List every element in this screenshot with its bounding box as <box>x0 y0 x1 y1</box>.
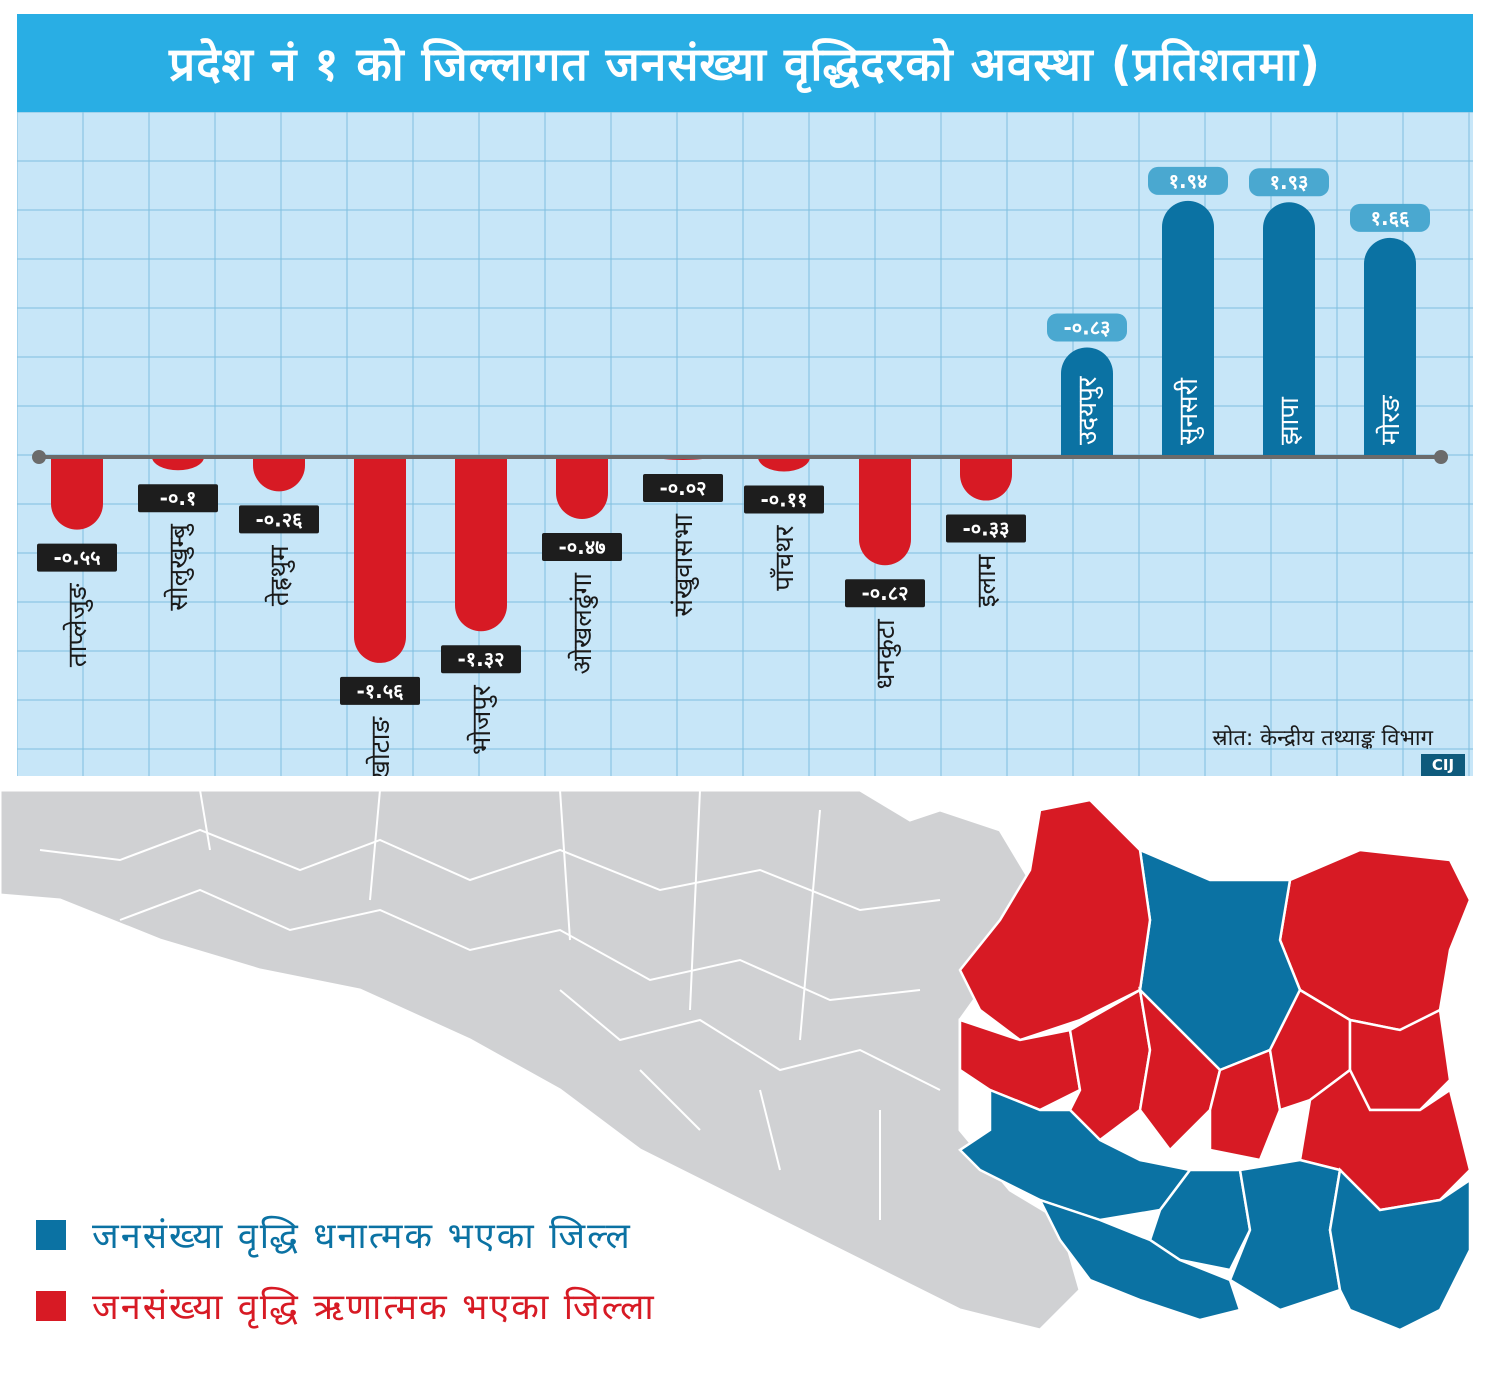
legend: जनसंख्या वृद्धि धनात्मक भएका जिल्ल जनसंख… <box>36 1210 656 1352</box>
value-label-bg <box>1047 313 1127 342</box>
value-label-bg <box>643 474 723 502</box>
district-siraha-side <box>1037 1197 1242 1322</box>
district-okhaldhunga <box>958 1018 1082 1112</box>
value-label-bg <box>1249 168 1329 197</box>
category-label: सुनसरी <box>1173 377 1204 445</box>
value-label: १.९४ <box>1169 169 1208 193</box>
value-label: -०.३३ <box>962 517 1009 541</box>
value-label: -०.४७ <box>558 535 605 559</box>
category-label: धनकुटा <box>871 618 901 689</box>
value-label-bg <box>340 676 420 705</box>
title-bar: प्रदेश नं १ को जिल्लागत जनसंख्या वृद्धिद… <box>17 14 1473 112</box>
category-label: मोरङ <box>1375 394 1406 445</box>
legend-swatch-negative <box>36 1290 66 1321</box>
bar-chart: -०.५५ ताप्लेजुङ -०.१ सोलुखुम्बु -०.२६ तेह्रथु… <box>17 112 1473 776</box>
legend-item-positive: जनसंख्या वृद्धि धनात्मक भएका जिल्ल <box>36 1210 656 1259</box>
value-label: १.६६ <box>1371 206 1410 230</box>
category-label: इलाम <box>972 554 1002 607</box>
bar <box>1263 202 1315 457</box>
value-label-bg <box>441 645 521 674</box>
district-solukhumbu <box>958 798 1152 1042</box>
category-label: ताप्लेजुङ <box>62 582 93 667</box>
value-label: १.९३ <box>1270 170 1309 194</box>
value-label-bg <box>239 505 319 534</box>
value-label: -१.३२ <box>457 647 504 671</box>
source-note: स्रोत: केन्द्रीय तथ्याङ्क विभाग <box>1212 726 1433 751</box>
category-label: तेह्रथुम <box>264 545 295 606</box>
category-label: झापा <box>1275 396 1305 445</box>
category-label: ओखलढुंगा <box>567 572 598 675</box>
value-label: -०.५५ <box>53 546 100 570</box>
district-jhapa <box>1328 1167 1472 1332</box>
bar <box>354 457 406 663</box>
bar <box>859 457 911 566</box>
category-label: पाँचथर <box>769 524 800 591</box>
cij-logo: CIJ <box>1421 754 1465 776</box>
value-label: -०.११ <box>760 488 807 512</box>
bar <box>758 457 810 472</box>
chart-title: प्रदेश नं १ को जिल्लागत जनसंख्या वृद्धिद… <box>169 37 1321 91</box>
bar <box>960 457 1012 501</box>
category-label: खोटाङ <box>365 715 396 776</box>
bar <box>152 457 204 471</box>
bar <box>455 457 507 632</box>
bar <box>556 457 608 520</box>
legend-item-negative: जनसंख्या वृद्धि ऋणात्मक भएका जिल्ला <box>36 1281 656 1330</box>
value-label: -१.५६ <box>356 679 404 703</box>
map-internal-borders <box>39 789 941 1220</box>
axis-end-dot <box>1434 450 1448 464</box>
axis-end-dot <box>32 450 46 464</box>
category-label: उदयपुर <box>1073 375 1103 445</box>
value-label-bg <box>37 543 117 572</box>
value-label: -०.२६ <box>255 507 303 531</box>
value-label: -०.८२ <box>861 581 908 605</box>
value-label: -०.०२ <box>659 476 706 500</box>
category-label: भोजपुर <box>466 684 497 755</box>
value-label-bg <box>1350 203 1430 232</box>
value-label-bg <box>744 485 824 514</box>
bar <box>253 457 305 492</box>
bar <box>1162 200 1214 458</box>
value-label-bg <box>946 514 1026 543</box>
value-label-bg <box>1148 166 1228 195</box>
legend-label-negative: जनसंख्या वृद्धि ऋणात्मक भएका जिल्ला <box>92 1287 656 1328</box>
district-bhojpur <box>1138 986 1222 1152</box>
category-label: सोलुखुम्बु <box>163 523 194 611</box>
bar <box>51 457 103 530</box>
bar <box>1364 237 1416 457</box>
district-map <box>0 788 1488 1377</box>
chart-panel: प्रदेश नं १ को जिल्लागत जनसंख्या वृद्धिद… <box>17 14 1473 776</box>
legend-label-positive: जनसंख्या वृद्धि धनात्मक भएका जिल्ल <box>92 1216 632 1257</box>
province-1-districts <box>958 798 1472 1332</box>
category-label: संखुवासभा <box>669 513 699 617</box>
value-label: -०.८३ <box>1063 315 1110 339</box>
value-label-bg <box>138 484 218 513</box>
bar <box>1061 347 1113 457</box>
value-label-bg <box>845 579 925 608</box>
legend-swatch-positive <box>36 1219 66 1250</box>
value-label-bg <box>542 533 622 562</box>
value-label: -०.१ <box>160 486 197 510</box>
